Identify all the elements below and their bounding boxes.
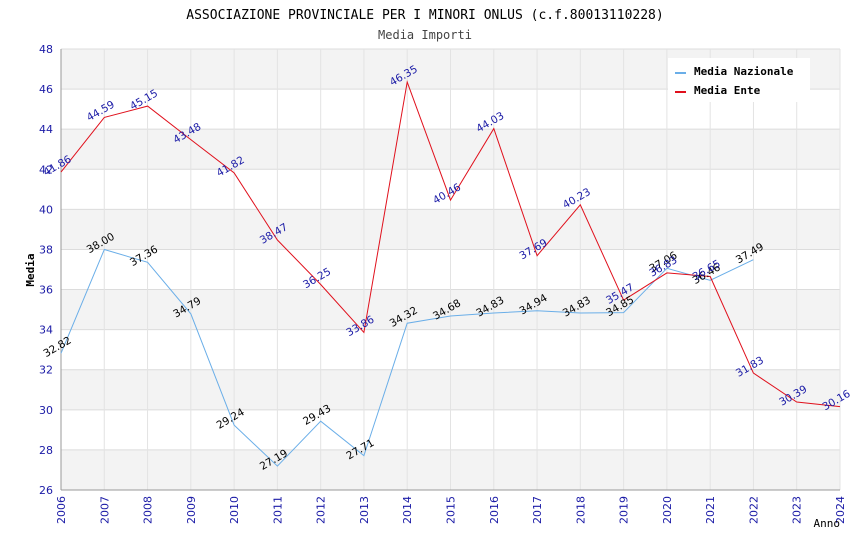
data-labels: 32.8238.0037.3634.7929.2427.1929.4327.71… bbox=[41, 63, 850, 472]
y-tick-label: 36 bbox=[39, 284, 53, 297]
y-tick-label: 26 bbox=[39, 484, 53, 497]
legend-entry: Media Nazionale bbox=[694, 65, 794, 78]
grid-lines bbox=[60, 48, 841, 491]
x-tick-label: 2011 bbox=[271, 496, 284, 524]
x-tick-label: 2019 bbox=[618, 496, 631, 524]
y-tick-label: 32 bbox=[39, 364, 53, 377]
y-tick-label: 38 bbox=[39, 243, 53, 256]
series-line-media-nazionale bbox=[60, 248, 754, 467]
legend-entry: Media Ente bbox=[694, 84, 761, 97]
x-tick-label: 2023 bbox=[791, 496, 804, 524]
x-tick-label: 2008 bbox=[142, 496, 155, 524]
y-axis-title: Media bbox=[24, 253, 37, 286]
x-tick-label: 2014 bbox=[401, 496, 414, 524]
x-axis-title: Anno bbox=[814, 517, 841, 530]
y-tick-label: 42 bbox=[39, 163, 53, 176]
chart-title: ASSOCIAZIONE PROVINCIALE PER I MINORI ON… bbox=[186, 8, 663, 23]
y-tick-label: 44 bbox=[39, 123, 53, 136]
x-tick-labels: 2006 2007 2008 2009 2010 2011 2012 2013 2014 2015… bbox=[55, 496, 847, 524]
y-tick-label: 46 bbox=[39, 83, 53, 96]
x-tick-label: 2024 bbox=[834, 496, 847, 524]
x-tick-label: 2012 bbox=[315, 496, 328, 524]
series-line-media-ente bbox=[60, 80, 841, 408]
x-tick-label: 2018 bbox=[574, 496, 587, 524]
legend: Media Nazionale Media Ente bbox=[668, 58, 810, 102]
x-tick-label: 2020 bbox=[661, 496, 674, 524]
x-tick-label: 2006 bbox=[55, 496, 68, 524]
x-tick-label: 2017 bbox=[531, 496, 544, 524]
series-group bbox=[60, 80, 841, 467]
y-tick-label: 28 bbox=[39, 444, 53, 457]
y-tick-label: 34 bbox=[39, 324, 53, 337]
x-tick-label: 2022 bbox=[747, 496, 760, 524]
data-label: 45.15 bbox=[128, 87, 160, 112]
x-tick-label: 2021 bbox=[704, 496, 717, 524]
y-tick-label: 48 bbox=[39, 43, 53, 56]
x-tick-label: 2015 bbox=[445, 496, 458, 524]
chart-subtitle: Media Importi bbox=[378, 28, 472, 42]
x-tick-label: 2016 bbox=[488, 496, 501, 524]
x-tick-label: 2010 bbox=[228, 496, 241, 524]
data-label: 40.23 bbox=[561, 186, 593, 211]
y-tick-label: 30 bbox=[39, 404, 53, 417]
x-tick-label: 2013 bbox=[358, 496, 371, 524]
x-tick-label: 2007 bbox=[98, 496, 111, 524]
x-tick-label: 2009 bbox=[185, 496, 198, 524]
data-label: 32.82 bbox=[41, 335, 73, 360]
data-label: 44.59 bbox=[85, 99, 117, 124]
axes bbox=[60, 49, 840, 491]
y-tick-label: 40 bbox=[39, 203, 53, 216]
data-label: 40.46 bbox=[431, 181, 463, 207]
y-tick-labels: 26 28 30 32 34 36 38 40 42 44 46 48 bbox=[39, 43, 53, 497]
data-label: 41.86 bbox=[41, 153, 73, 179]
legend-box bbox=[668, 58, 810, 102]
